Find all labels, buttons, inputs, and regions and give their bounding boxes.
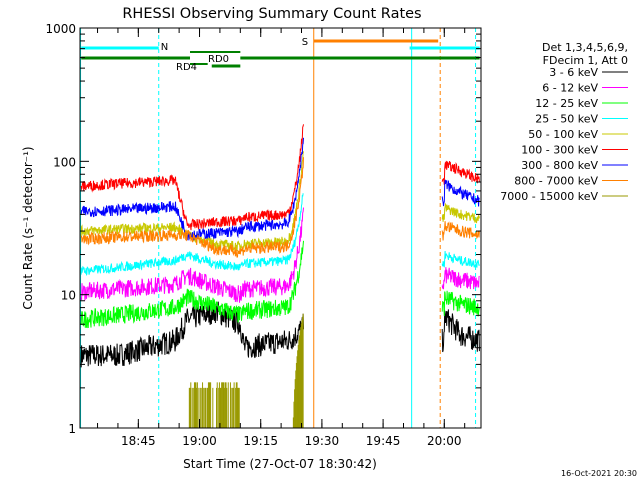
series-line-segment bbox=[80, 240, 304, 329]
timestamp: 16-Oct-2021 20:30 bbox=[561, 469, 637, 478]
legend-label: 6 - 12 keV bbox=[542, 82, 598, 95]
series-line-segment bbox=[80, 124, 304, 231]
series-line-segment bbox=[80, 137, 304, 242]
series-line-segment bbox=[441, 290, 480, 317]
series-line-segment bbox=[441, 309, 480, 353]
y-axis: 1 10 100 1000 bbox=[45, 22, 481, 436]
series-line-segment bbox=[80, 157, 304, 258]
x-tick-label: 18:45 bbox=[121, 434, 156, 448]
legend-label: 300 - 800 keV bbox=[521, 159, 598, 172]
legend-label: 800 - 7000 keV bbox=[514, 175, 598, 188]
legend-label: 100 - 300 keV bbox=[521, 144, 598, 157]
annotation-label: RD4 bbox=[176, 62, 197, 73]
series-line-segment bbox=[441, 202, 480, 224]
legend-label: 50 - 100 keV bbox=[528, 128, 598, 141]
chart-title: RHESSI Observing Summary Count Rates bbox=[122, 6, 421, 22]
legend-label: 7000 - 15000 keV bbox=[500, 190, 598, 203]
y-tick-label: 1 bbox=[68, 422, 76, 436]
legend-header: FDecim 1, Att 0 bbox=[543, 54, 628, 67]
x-tick-label: 20:00 bbox=[427, 434, 462, 448]
legend: Det 1,3,4,5,6,9,FDecim 1, Att 03 - 6 keV… bbox=[500, 41, 628, 203]
y-axis-label: Count Rate (s⁻¹ detector⁻¹) bbox=[21, 146, 35, 309]
x-tick-label: 19:30 bbox=[305, 434, 340, 448]
legend-label: 12 - 25 keV bbox=[535, 97, 598, 110]
y-tick-label: 1000 bbox=[45, 22, 76, 36]
legend-label: 3 - 6 keV bbox=[549, 66, 598, 79]
series-layer bbox=[80, 124, 480, 428]
plot-lines bbox=[80, 28, 480, 428]
x-tick-label: 19:45 bbox=[366, 434, 401, 448]
plot-frame bbox=[79, 27, 482, 429]
annotation-label: RD0 bbox=[208, 54, 229, 65]
y-tick-label: 100 bbox=[53, 155, 76, 169]
series-line-segment bbox=[441, 221, 480, 241]
x-tick-label: 19:00 bbox=[182, 434, 217, 448]
annotation-layer: N RD0 RD4 S bbox=[161, 37, 308, 73]
annotation-label: N bbox=[161, 42, 168, 53]
x-axis-label: Start Time (27-Oct-07 18:30:42) bbox=[183, 457, 377, 471]
series-line-segment bbox=[441, 267, 480, 290]
series-line-segment bbox=[80, 193, 304, 277]
x-tick-label: 19:15 bbox=[243, 434, 278, 448]
annotation-label: S bbox=[302, 37, 308, 48]
series-line-segment bbox=[80, 301, 304, 368]
series-line-segment bbox=[441, 179, 480, 207]
legend-label: 25 - 50 keV bbox=[535, 113, 598, 126]
x-axis: 18:45 19:00 19:15 19:30 19:45 20:00 bbox=[97, 28, 466, 448]
series-line-segment bbox=[441, 160, 480, 185]
series-line-segment bbox=[441, 250, 480, 268]
legend-header: Det 1,3,4,5,6,9, bbox=[542, 41, 628, 54]
series-line-segment bbox=[80, 207, 304, 303]
y-tick-label: 10 bbox=[61, 289, 76, 303]
